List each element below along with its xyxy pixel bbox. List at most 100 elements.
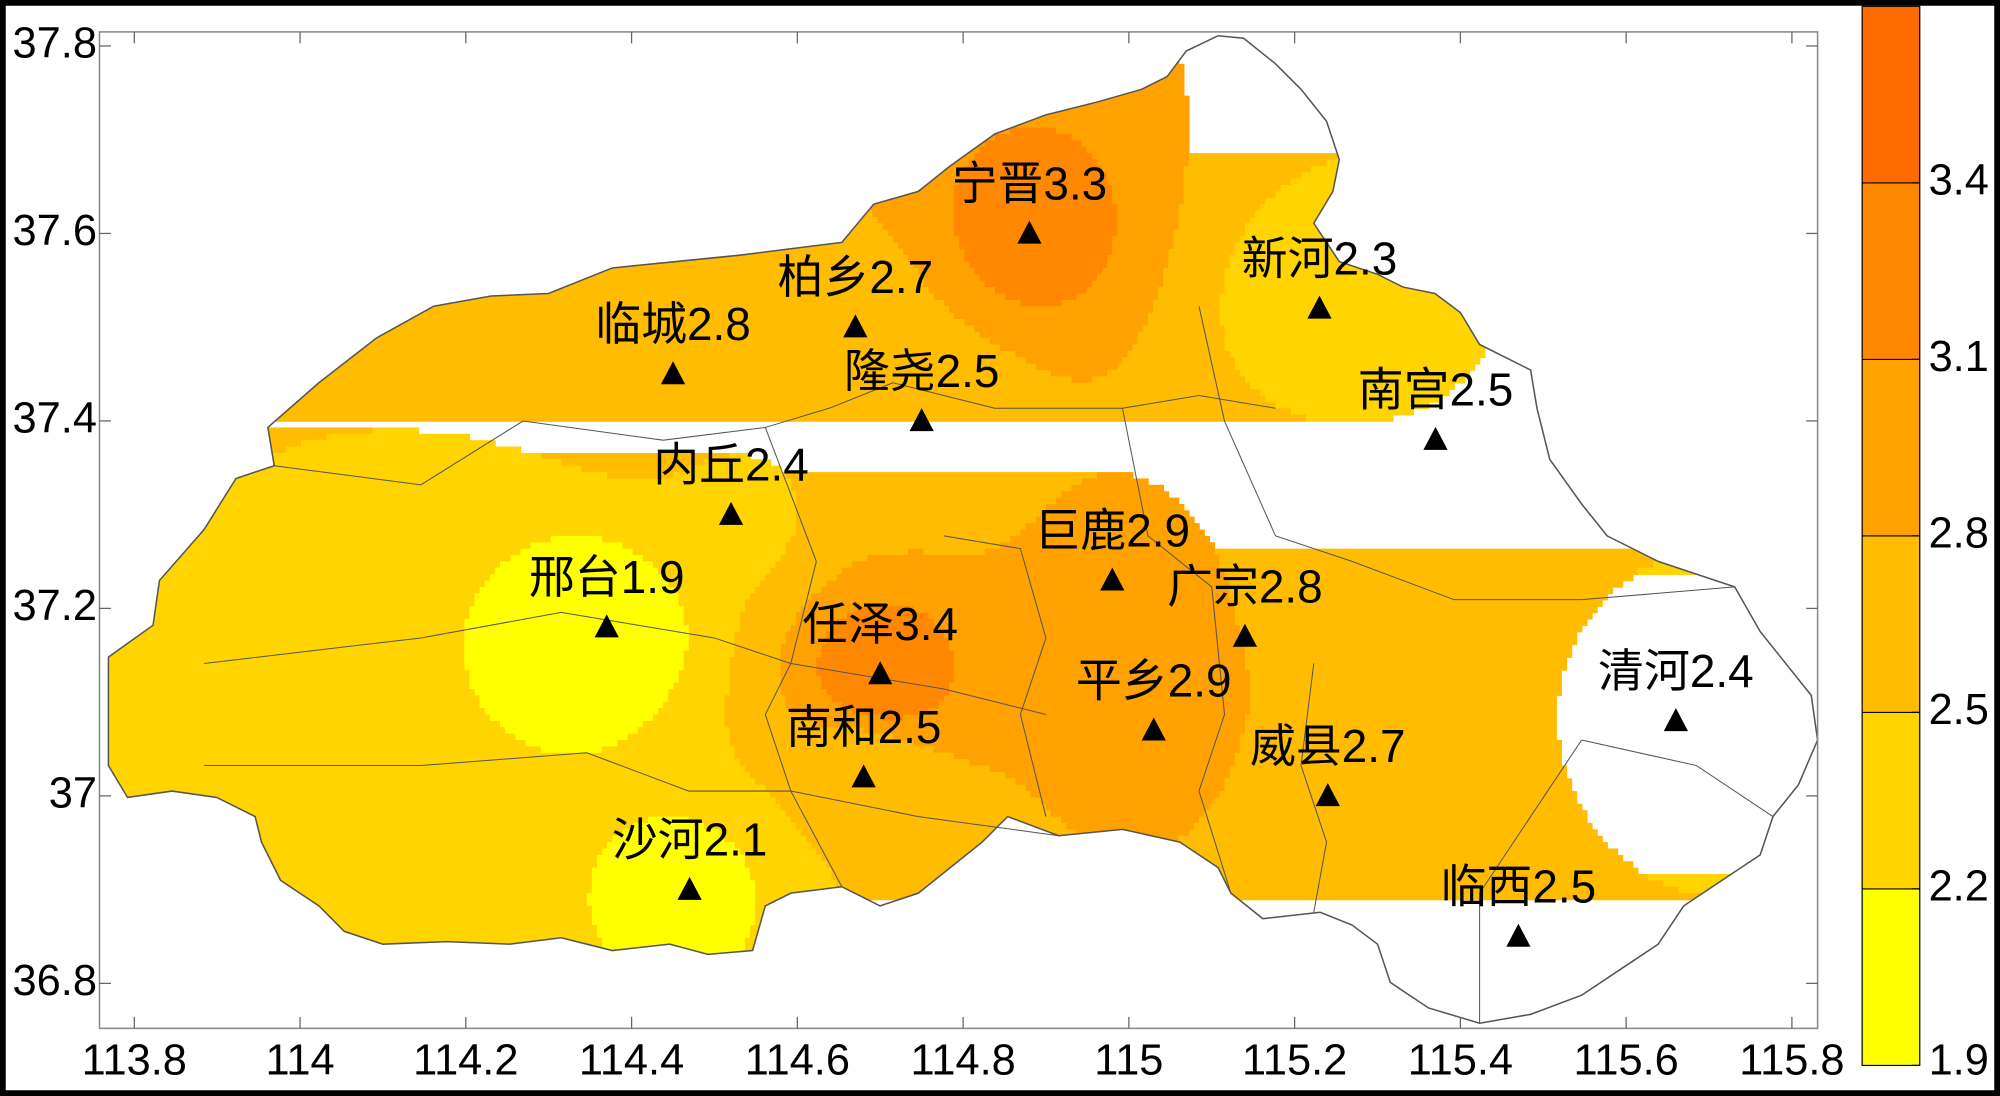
contour-fill <box>821 586 1231 595</box>
contour-fill <box>1102 165 1185 174</box>
contour-fill <box>683 650 736 658</box>
contour-fill <box>1244 650 1573 658</box>
station-label: 平乡2.9 <box>1076 654 1232 706</box>
contour-fill <box>108 306 950 314</box>
contour-fill <box>209 484 792 492</box>
contour-fill <box>108 338 991 346</box>
contour-fill <box>1244 657 1568 665</box>
contour-fill <box>108 350 1017 359</box>
contour-fill <box>1188 829 1598 837</box>
contour-fill <box>836 618 935 626</box>
contour-fill <box>1020 529 1205 537</box>
contour-fill <box>1178 835 1603 843</box>
county-border <box>1121 408 1232 894</box>
contour-fill <box>882 669 955 677</box>
contour-fill <box>108 708 486 716</box>
contour-fill <box>724 720 818 729</box>
contour-fill <box>108 370 1052 378</box>
contour-fill <box>540 746 603 754</box>
contour-fill <box>795 529 1022 537</box>
contour-fill <box>831 867 1639 875</box>
contour-fill <box>1234 759 1562 767</box>
station-value: 3.3 <box>1043 158 1107 210</box>
contour-fill <box>734 650 782 658</box>
contour-fill <box>1250 669 1562 677</box>
contour-fill <box>108 612 471 620</box>
station-name: 任泽 <box>802 598 894 650</box>
contour-fill <box>108 631 466 639</box>
station-label: 威县2.7 <box>1250 720 1406 772</box>
contour-fill <box>1239 631 1578 639</box>
contour-fill <box>183 503 797 512</box>
contour-fill <box>108 905 593 914</box>
colorbar-band <box>1861 535 1921 713</box>
contour-fill <box>265 452 542 461</box>
contour-fill <box>108 912 593 920</box>
contour-fill <box>484 580 670 588</box>
contour-fill <box>724 708 792 716</box>
station-label: 柏乡2.7 <box>778 251 934 303</box>
contour-fill <box>954 216 1119 225</box>
contour-fill <box>744 861 828 869</box>
contour-fill <box>928 612 1236 620</box>
contour-fill <box>775 797 1042 805</box>
station-name: 威县 <box>1250 720 1342 772</box>
contour-fill <box>790 708 853 716</box>
contour-fill <box>739 625 792 633</box>
contour-fill <box>108 848 603 856</box>
contour-fill <box>811 593 1231 601</box>
colorbar-tick-label: 2.2 <box>1929 862 1989 910</box>
contour-fill <box>108 637 466 646</box>
contour-fill <box>1239 746 1562 754</box>
contour-fill <box>790 478 1083 486</box>
contour-fill <box>816 657 955 665</box>
contour-fill <box>108 727 506 735</box>
x-tick-label: 114.8 <box>910 1036 1015 1084</box>
contour-fill <box>831 873 1649 882</box>
contour-fill <box>137 548 522 556</box>
contour-fill <box>108 816 649 824</box>
contour-fill <box>882 714 904 722</box>
contour-fill <box>1112 242 1175 250</box>
contour-fill <box>1061 816 1200 824</box>
contour-fill <box>785 637 828 646</box>
station-marker <box>1100 567 1125 591</box>
station-name: 宁晋 <box>952 158 1044 210</box>
colorbar-tick-label: 3.4 <box>1929 156 1989 204</box>
contour-fill <box>1117 204 1180 212</box>
contour-fill <box>469 612 685 620</box>
contour-fill <box>954 210 1119 218</box>
contour-fill <box>989 338 1139 346</box>
contour-fill <box>765 784 1027 792</box>
contour-fill <box>108 842 608 850</box>
contour-fill <box>1198 816 1588 824</box>
contour-fill <box>826 580 1231 588</box>
contour-fill <box>1051 370 1108 378</box>
contour-fill <box>948 644 1246 652</box>
contour-fill <box>954 223 1119 231</box>
contour-fill <box>108 676 471 684</box>
station-label: 临西2.5 <box>1441 861 1597 913</box>
y-tick-label: 37.6 <box>13 207 97 255</box>
contour-fill <box>372 427 420 435</box>
contour-fill <box>1168 261 1231 269</box>
contour-fill <box>1005 293 1078 301</box>
contour-fill <box>1061 299 1154 307</box>
contour-fill <box>938 701 1251 709</box>
station-value: 2.8 <box>1259 561 1323 613</box>
contour-fill <box>928 708 1251 716</box>
contour-fill <box>790 535 1011 544</box>
contour-fill <box>479 586 675 595</box>
contour-fill <box>108 829 624 837</box>
contour-fill <box>964 165 1103 174</box>
contour-fill <box>862 727 1246 735</box>
contour-fill <box>642 555 782 563</box>
contour-fill <box>591 918 756 926</box>
contour-fill <box>1224 280 1506 288</box>
contour-fill <box>1127 350 1231 359</box>
station-label: 内丘2.4 <box>653 439 809 491</box>
contour-fill <box>1137 331 1226 339</box>
contour-fill <box>1224 567 1639 575</box>
contour-fill <box>801 829 1078 837</box>
y-tick-label: 36.8 <box>13 957 97 1005</box>
